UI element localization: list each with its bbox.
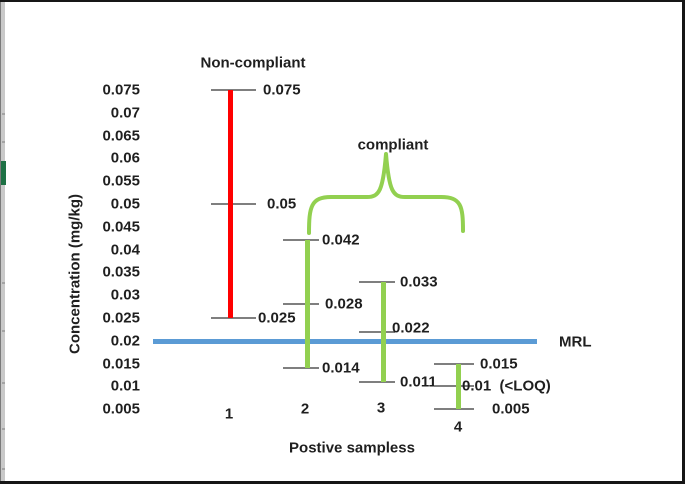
point-label: 0.025 — [258, 309, 296, 327]
tick-mark — [434, 408, 474, 411]
window-edge-accent — [1, 161, 6, 185]
category-label: 2 — [300, 400, 310, 418]
y-axis-tick-label: 0.025 — [102, 309, 140, 327]
category-label: 4 — [453, 418, 463, 436]
y-axis-tick-label: 0.05 — [110, 195, 140, 213]
ruler-tick — [2, 468, 5, 470]
tick-mark — [283, 303, 319, 306]
y-axis-tick-label: 0.015 — [102, 355, 140, 373]
point-label: 0.005 — [492, 400, 530, 418]
compliant-brace-path — [307, 152, 465, 235]
tick-mark — [211, 203, 256, 205]
category-label: 3 — [376, 399, 386, 417]
point-label: 0.042 — [322, 231, 360, 249]
ruler-tick — [2, 382, 5, 384]
y-axis-tick-label: 0.03 — [110, 286, 140, 304]
y-axis-tick-label: 0.04 — [110, 241, 140, 259]
tick-mark — [283, 239, 319, 242]
sample-4-range-line — [456, 363, 461, 410]
point-label: 0.028 — [325, 295, 363, 313]
point-label: 0.075 — [263, 81, 301, 99]
y-axis-tick-label: 0.07 — [110, 104, 140, 122]
tick-mark — [359, 380, 395, 383]
mrl-label: MRL — [559, 333, 592, 351]
ruler-tick — [2, 428, 5, 430]
point-label: 0.014 — [322, 359, 360, 377]
point-label: 0.01 (<LOQ) — [462, 377, 551, 395]
point-label: 0.011 — [400, 373, 437, 391]
point-label: 0.022 — [392, 319, 430, 337]
y-axis-tick-label: 0.005 — [102, 400, 140, 418]
annotation-non-compliant: Non-compliant — [200, 54, 306, 72]
tick-mark — [359, 330, 395, 333]
tick-mark — [283, 367, 319, 370]
sample-2-range-line — [305, 240, 310, 369]
window-edge-strip — [0, 0, 6, 484]
ruler-tick — [2, 282, 5, 284]
y-axis-tick-label: 0.01 — [110, 377, 140, 395]
tick-mark — [211, 89, 256, 91]
y-axis-tick-label: 0.065 — [102, 127, 140, 145]
tick-mark — [434, 385, 474, 388]
y-axis-tick-label: 0.055 — [102, 172, 140, 190]
y-axis-tick-label: 0.06 — [110, 149, 140, 167]
ruler-tick — [2, 141, 5, 143]
ruler-tick — [2, 113, 5, 115]
y-axis-tick-label: 0.075 — [102, 81, 140, 99]
y-axis-tick-label: 0.035 — [102, 263, 140, 281]
sample-1-range-line — [228, 90, 233, 318]
y-axis-tick-label: 0.045 — [102, 218, 140, 236]
x-axis-title: Postive sampless — [289, 439, 415, 457]
mrl-line — [153, 339, 537, 345]
category-label: 1 — [224, 405, 234, 423]
tick-mark — [211, 317, 256, 319]
tick-mark — [359, 280, 395, 283]
tick-mark — [434, 362, 474, 365]
sample-3-range-line — [381, 281, 386, 382]
y-axis-tick-label: 0.02 — [110, 332, 140, 350]
y-axis-title: Concentration (mg/kg) — [66, 194, 84, 354]
ruler-tick — [2, 330, 5, 332]
point-label: 0.05 — [267, 195, 297, 213]
point-label: 0.033 — [400, 273, 438, 291]
point-label: 0.015 — [480, 355, 518, 373]
annotation-compliant: compliant — [357, 136, 429, 154]
